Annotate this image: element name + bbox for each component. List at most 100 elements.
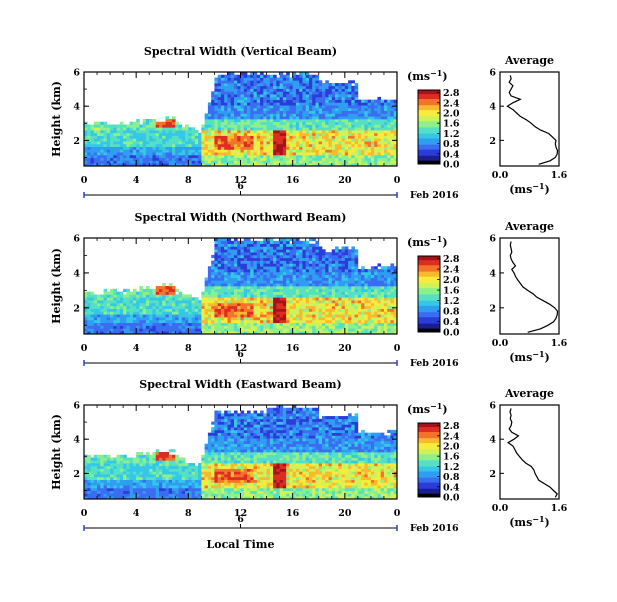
heatmap-cell <box>117 125 121 128</box>
heatmap-cell <box>234 111 238 114</box>
heatmap-cell <box>201 127 205 130</box>
heatmap-cell <box>322 306 326 309</box>
heatmap-cell <box>335 294 339 297</box>
heatmap-cell <box>263 108 267 111</box>
heatmap-cell <box>120 147 124 150</box>
heatmap-cell <box>286 258 290 261</box>
heatmap-cell <box>267 155 271 158</box>
heatmap-cell <box>315 119 319 122</box>
heatmap-cell <box>107 152 111 155</box>
heatmap-cell <box>302 272 306 275</box>
heatmap-cell <box>325 122 329 125</box>
heatmap-cell <box>211 286 215 289</box>
heatmap-cell <box>374 138 378 141</box>
heatmap-cell <box>107 147 111 150</box>
heatmap-cell <box>329 280 333 283</box>
heatmap-cell <box>371 286 375 289</box>
heatmap-cell <box>283 286 287 289</box>
heatmap-cell <box>126 294 130 297</box>
heatmap-cell <box>309 255 313 258</box>
heatmap-cell <box>237 108 241 111</box>
heatmap-cell <box>322 102 326 105</box>
heatmap-cell <box>247 252 251 255</box>
heatmap-cell <box>312 286 316 289</box>
heatmap-cell <box>250 280 254 283</box>
heatmap-cell <box>234 258 238 261</box>
heatmap-cell <box>322 119 326 122</box>
heatmap-cell <box>224 252 228 255</box>
heatmap-cell <box>227 125 231 128</box>
heatmap-cell <box>325 127 329 130</box>
heatmap-cell <box>221 258 225 261</box>
heatmap-cell <box>276 261 280 264</box>
heatmap-cell <box>234 125 238 128</box>
heatmap-cell <box>107 292 111 295</box>
heatmap-cell <box>280 244 284 247</box>
heatmap-cell <box>338 280 342 283</box>
heatmap-cell <box>172 292 176 295</box>
heatmap-cell <box>175 133 179 136</box>
heatmap-cell <box>345 294 349 297</box>
heatmap-cell <box>224 113 228 116</box>
heatmap-cell <box>237 244 241 247</box>
heatmap-cell <box>273 323 277 326</box>
heatmap-cell <box>368 323 372 326</box>
heatmap-cell <box>384 147 388 150</box>
heatmap-cell <box>201 320 205 323</box>
heatmap-cell <box>234 317 238 320</box>
heatmap-cell <box>257 89 261 92</box>
heatmap-cell <box>381 100 385 103</box>
heatmap-cell <box>283 314 287 317</box>
day-label: 6 <box>237 181 244 192</box>
heatmap-cell <box>306 102 310 105</box>
heatmap-cell <box>100 133 104 136</box>
heatmap-cell <box>377 317 381 320</box>
heatmap-cell <box>267 97 271 100</box>
heatmap-cell <box>133 141 137 144</box>
heatmap-cell <box>263 249 267 252</box>
heatmap-cell <box>384 133 388 136</box>
heatmap-cell <box>205 113 209 116</box>
heatmap-cell <box>329 83 333 86</box>
heatmap-cell <box>358 116 362 119</box>
heatmap-cell <box>244 255 248 258</box>
heatmap-cell <box>309 127 313 130</box>
heatmap-cell <box>302 113 306 116</box>
heatmap-cell <box>208 105 212 108</box>
heatmap-cell <box>312 252 316 255</box>
heatmap-cell <box>342 266 346 269</box>
heatmap-cell <box>325 258 329 261</box>
heatmap-cell <box>123 309 127 312</box>
heatmap-cell <box>286 119 290 122</box>
heatmap-cell <box>234 266 238 269</box>
heatmap-cell <box>325 317 329 320</box>
heatmap-cell <box>250 323 254 326</box>
heatmap-cell <box>289 280 293 283</box>
heatmap-cell <box>309 303 313 306</box>
heatmap-cell <box>254 292 258 295</box>
heatmap-cell <box>377 102 381 105</box>
heatmap-cell <box>387 275 391 278</box>
heatmap-cell <box>312 246 316 249</box>
heatmap-cell <box>247 241 251 244</box>
heatmap-cell <box>289 300 293 303</box>
heatmap-cell <box>263 269 267 272</box>
heatmap-cell <box>227 102 231 105</box>
heatmap-cell <box>149 147 153 150</box>
heatmap-cell <box>250 246 254 249</box>
heatmap-cell <box>263 158 267 161</box>
heatmap-cell <box>214 125 218 128</box>
heatmap-cell <box>381 311 385 314</box>
heatmap-cell <box>273 306 277 309</box>
heatmap-cell <box>110 300 114 303</box>
heatmap-cell <box>110 303 114 306</box>
heatmap-cell <box>270 89 274 92</box>
heatmap-cell <box>296 119 300 122</box>
heatmap-cell <box>211 155 215 158</box>
heatmap-cell <box>286 283 290 286</box>
heatmap-cell <box>319 275 323 278</box>
heatmap-cell <box>345 300 349 303</box>
heatmap-cell <box>293 152 297 155</box>
heatmap-cell <box>254 119 258 122</box>
heatmap-cell <box>169 138 173 141</box>
